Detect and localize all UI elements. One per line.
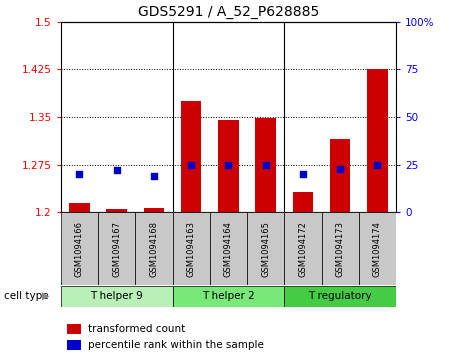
- Bar: [98, 212, 135, 285]
- Bar: [284, 212, 321, 285]
- Bar: [68, 324, 81, 334]
- Point: [113, 167, 120, 173]
- Bar: [292, 192, 313, 212]
- Bar: [68, 340, 81, 350]
- Bar: [330, 139, 351, 212]
- Text: T helper 9: T helper 9: [90, 291, 143, 301]
- Point: [299, 171, 306, 177]
- Text: percentile rank within the sample: percentile rank within the sample: [88, 340, 263, 350]
- Bar: [247, 212, 284, 285]
- Bar: [135, 212, 172, 285]
- Bar: [210, 212, 247, 285]
- Text: GSM1094164: GSM1094164: [224, 221, 233, 277]
- Point: [188, 162, 195, 168]
- Text: GSM1094163: GSM1094163: [187, 221, 196, 277]
- Text: GSM1094172: GSM1094172: [298, 221, 307, 277]
- Text: GSM1094167: GSM1094167: [112, 221, 121, 277]
- Title: GDS5291 / A_52_P628885: GDS5291 / A_52_P628885: [138, 5, 319, 19]
- Text: cell type: cell type: [4, 291, 49, 301]
- Bar: [106, 209, 127, 212]
- Point: [225, 162, 232, 168]
- Bar: [61, 212, 98, 285]
- Point: [374, 162, 381, 168]
- Bar: [321, 212, 359, 285]
- Bar: [181, 101, 201, 212]
- Text: transformed count: transformed count: [88, 324, 185, 334]
- Point: [262, 162, 269, 168]
- Point: [337, 166, 344, 171]
- Text: GSM1094165: GSM1094165: [261, 221, 270, 277]
- Text: T helper 2: T helper 2: [202, 291, 255, 301]
- Text: GSM1094174: GSM1094174: [373, 221, 382, 277]
- Text: GSM1094168: GSM1094168: [149, 221, 158, 277]
- Bar: [144, 208, 164, 212]
- Bar: [367, 69, 387, 212]
- Point: [76, 171, 83, 177]
- Bar: [172, 286, 284, 307]
- Bar: [284, 286, 396, 307]
- Bar: [172, 212, 210, 285]
- Bar: [256, 118, 276, 212]
- Text: T regulatory: T regulatory: [308, 291, 372, 301]
- Bar: [61, 286, 172, 307]
- Bar: [69, 203, 90, 212]
- Point: [150, 173, 158, 179]
- Text: ▶: ▶: [42, 291, 50, 301]
- Text: GSM1094173: GSM1094173: [336, 221, 345, 277]
- Text: GSM1094166: GSM1094166: [75, 221, 84, 277]
- Bar: [218, 120, 239, 212]
- Bar: [359, 212, 396, 285]
